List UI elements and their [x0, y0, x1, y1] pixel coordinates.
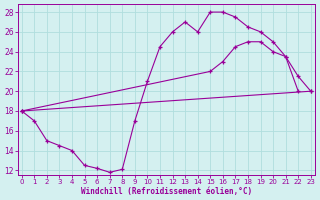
X-axis label: Windchill (Refroidissement éolien,°C): Windchill (Refroidissement éolien,°C) [81, 187, 252, 196]
